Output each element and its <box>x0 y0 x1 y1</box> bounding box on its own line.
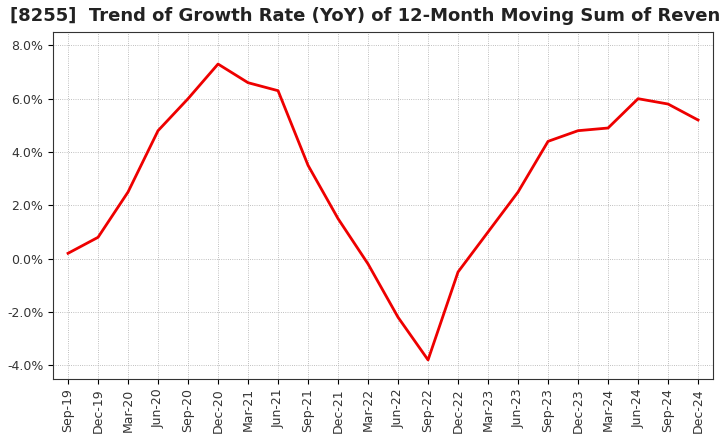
Title: [8255]  Trend of Growth Rate (YoY) of 12-Month Moving Sum of Revenues: [8255] Trend of Growth Rate (YoY) of 12-… <box>10 7 720 25</box>
